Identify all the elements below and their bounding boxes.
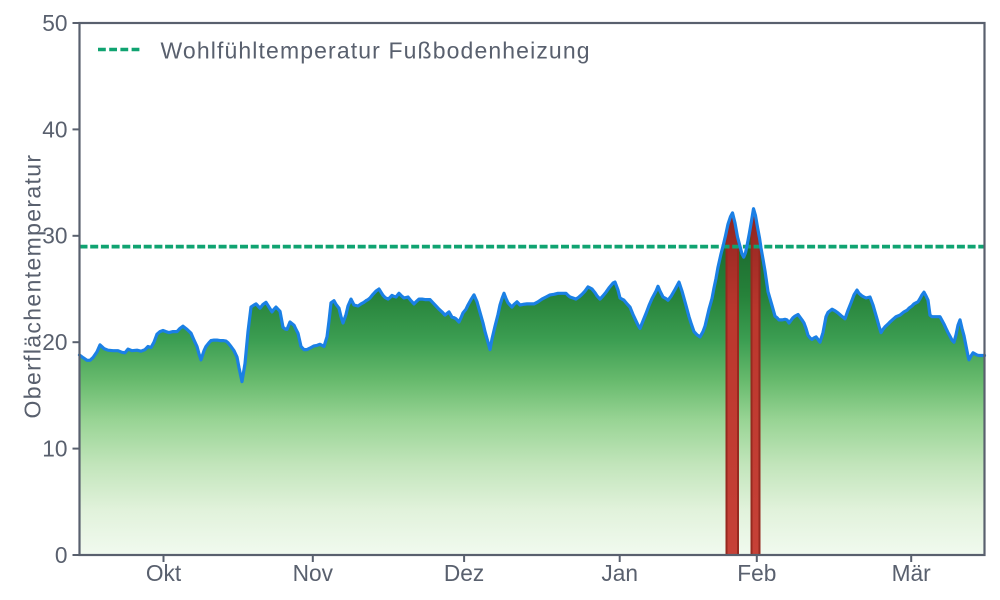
svg-text:Wohlfühltemperatur Fußbodenhei: Wohlfühltemperatur Fußbodenheizung <box>161 38 591 64</box>
svg-text:Jan: Jan <box>601 560 638 586</box>
svg-text:Feb: Feb <box>737 560 776 586</box>
svg-text:0: 0 <box>55 542 68 568</box>
svg-text:50: 50 <box>42 10 67 36</box>
svg-text:Dez: Dez <box>444 560 484 586</box>
svg-text:Nov: Nov <box>293 560 334 586</box>
svg-text:20: 20 <box>42 329 67 355</box>
svg-text:Oberflächentemperatur: Oberflächentemperatur <box>20 154 46 419</box>
svg-text:Okt: Okt <box>146 560 182 586</box>
svg-text:30: 30 <box>42 223 67 249</box>
svg-text:40: 40 <box>42 116 67 142</box>
svg-text:10: 10 <box>42 436 67 462</box>
svg-text:Mär: Mär <box>892 560 932 586</box>
